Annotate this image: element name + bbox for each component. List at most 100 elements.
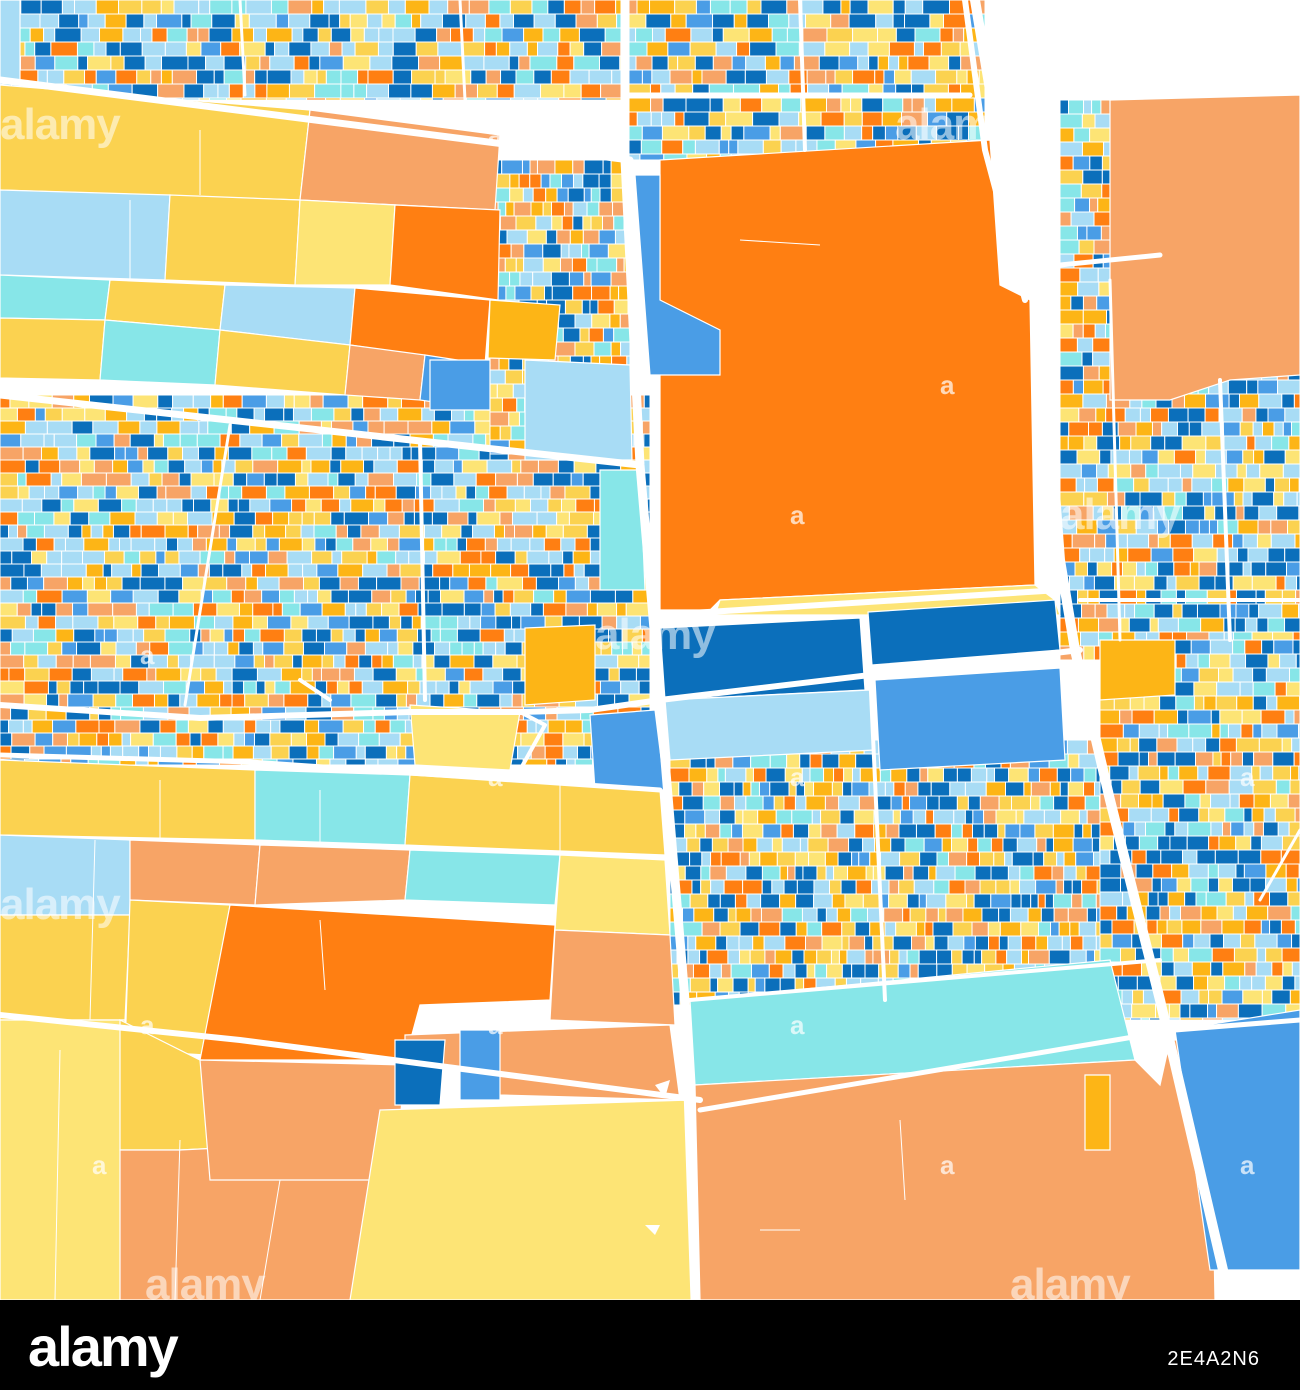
parcel [1101,183,1111,199]
parcel [209,628,225,643]
parcel [725,865,747,881]
parcel [227,498,239,513]
parcel [1091,99,1102,115]
parcel [162,433,181,448]
parcel [457,615,471,630]
parcel [0,641,12,656]
parcel [335,537,354,552]
parcel [16,602,32,617]
parcel-block [664,689,876,761]
parcel [135,641,151,656]
parcel [1027,907,1042,923]
parcel-block [0,759,256,841]
parcel [0,524,10,539]
parcel [1006,949,1022,965]
parcel [53,511,71,526]
parcel [884,921,897,937]
parcel [775,41,800,57]
parcel [121,732,132,747]
parcel [381,654,394,669]
parcel [135,498,154,513]
parcel [264,680,276,695]
parcel [590,271,612,287]
parcel [854,921,871,937]
parcel [461,41,486,57]
parcel [281,433,300,448]
parcel [204,680,225,695]
parcel [226,576,247,591]
parcel [1218,877,1233,893]
parcel [522,576,537,591]
parcel [1160,933,1184,949]
parcel [232,745,254,760]
parcel [732,977,749,993]
parcel [288,511,303,526]
parcel [1166,575,1177,591]
parcel [1151,877,1162,893]
parcel [1169,533,1193,549]
parcel [386,563,401,578]
parcel [704,809,721,825]
parcel [993,851,1006,867]
parcel [399,97,422,101]
parcel [0,563,25,578]
parcel [95,69,117,85]
parcel [1276,505,1300,521]
parcel [485,69,502,85]
parcel [84,407,106,422]
parcel [885,823,900,839]
parcel [806,921,823,937]
parcel [1184,891,1197,907]
parcel [1078,407,1097,423]
parcel [1009,879,1021,895]
parcel [803,949,818,965]
parcel [509,41,528,57]
parcel [1059,197,1076,213]
parcel [874,69,885,85]
parcel [985,781,1006,797]
parcel [890,767,908,783]
parcel [1082,365,1100,381]
parcel [752,767,767,783]
parcel [598,201,614,217]
parcel [1179,463,1194,479]
parcel [855,753,875,769]
parcel [176,745,193,760]
parcel [971,823,985,839]
parcel [977,837,992,853]
parcel [1059,295,1072,311]
parcel [692,963,711,979]
parcel [674,0,697,15]
parcel [1059,113,1083,129]
parcel [850,97,863,113]
parcel [376,550,397,565]
parcel [22,589,38,604]
parcel [1288,435,1300,451]
parcel [833,767,845,783]
parcel [725,69,746,85]
parcel [1082,295,1098,311]
parcel [1204,407,1220,423]
parcel [877,27,897,43]
parcel [1243,919,1262,935]
parcel [742,879,763,895]
parcel [805,795,826,811]
parcel [1277,379,1300,395]
parcel [87,13,106,29]
parcel [1038,921,1052,937]
parcel [1133,477,1150,493]
parcel [1291,933,1300,949]
parcel [112,459,129,474]
parcel [1243,821,1255,837]
parcel [216,602,240,617]
parcel [1083,99,1093,115]
road [0,76,634,164]
parcel [1081,141,1105,157]
parcel [1135,863,1154,879]
parcel [96,732,110,747]
parcel [1273,491,1285,507]
parcel [831,893,846,909]
parcel [392,41,417,57]
parcel [1138,835,1159,851]
parcel [1149,617,1159,633]
